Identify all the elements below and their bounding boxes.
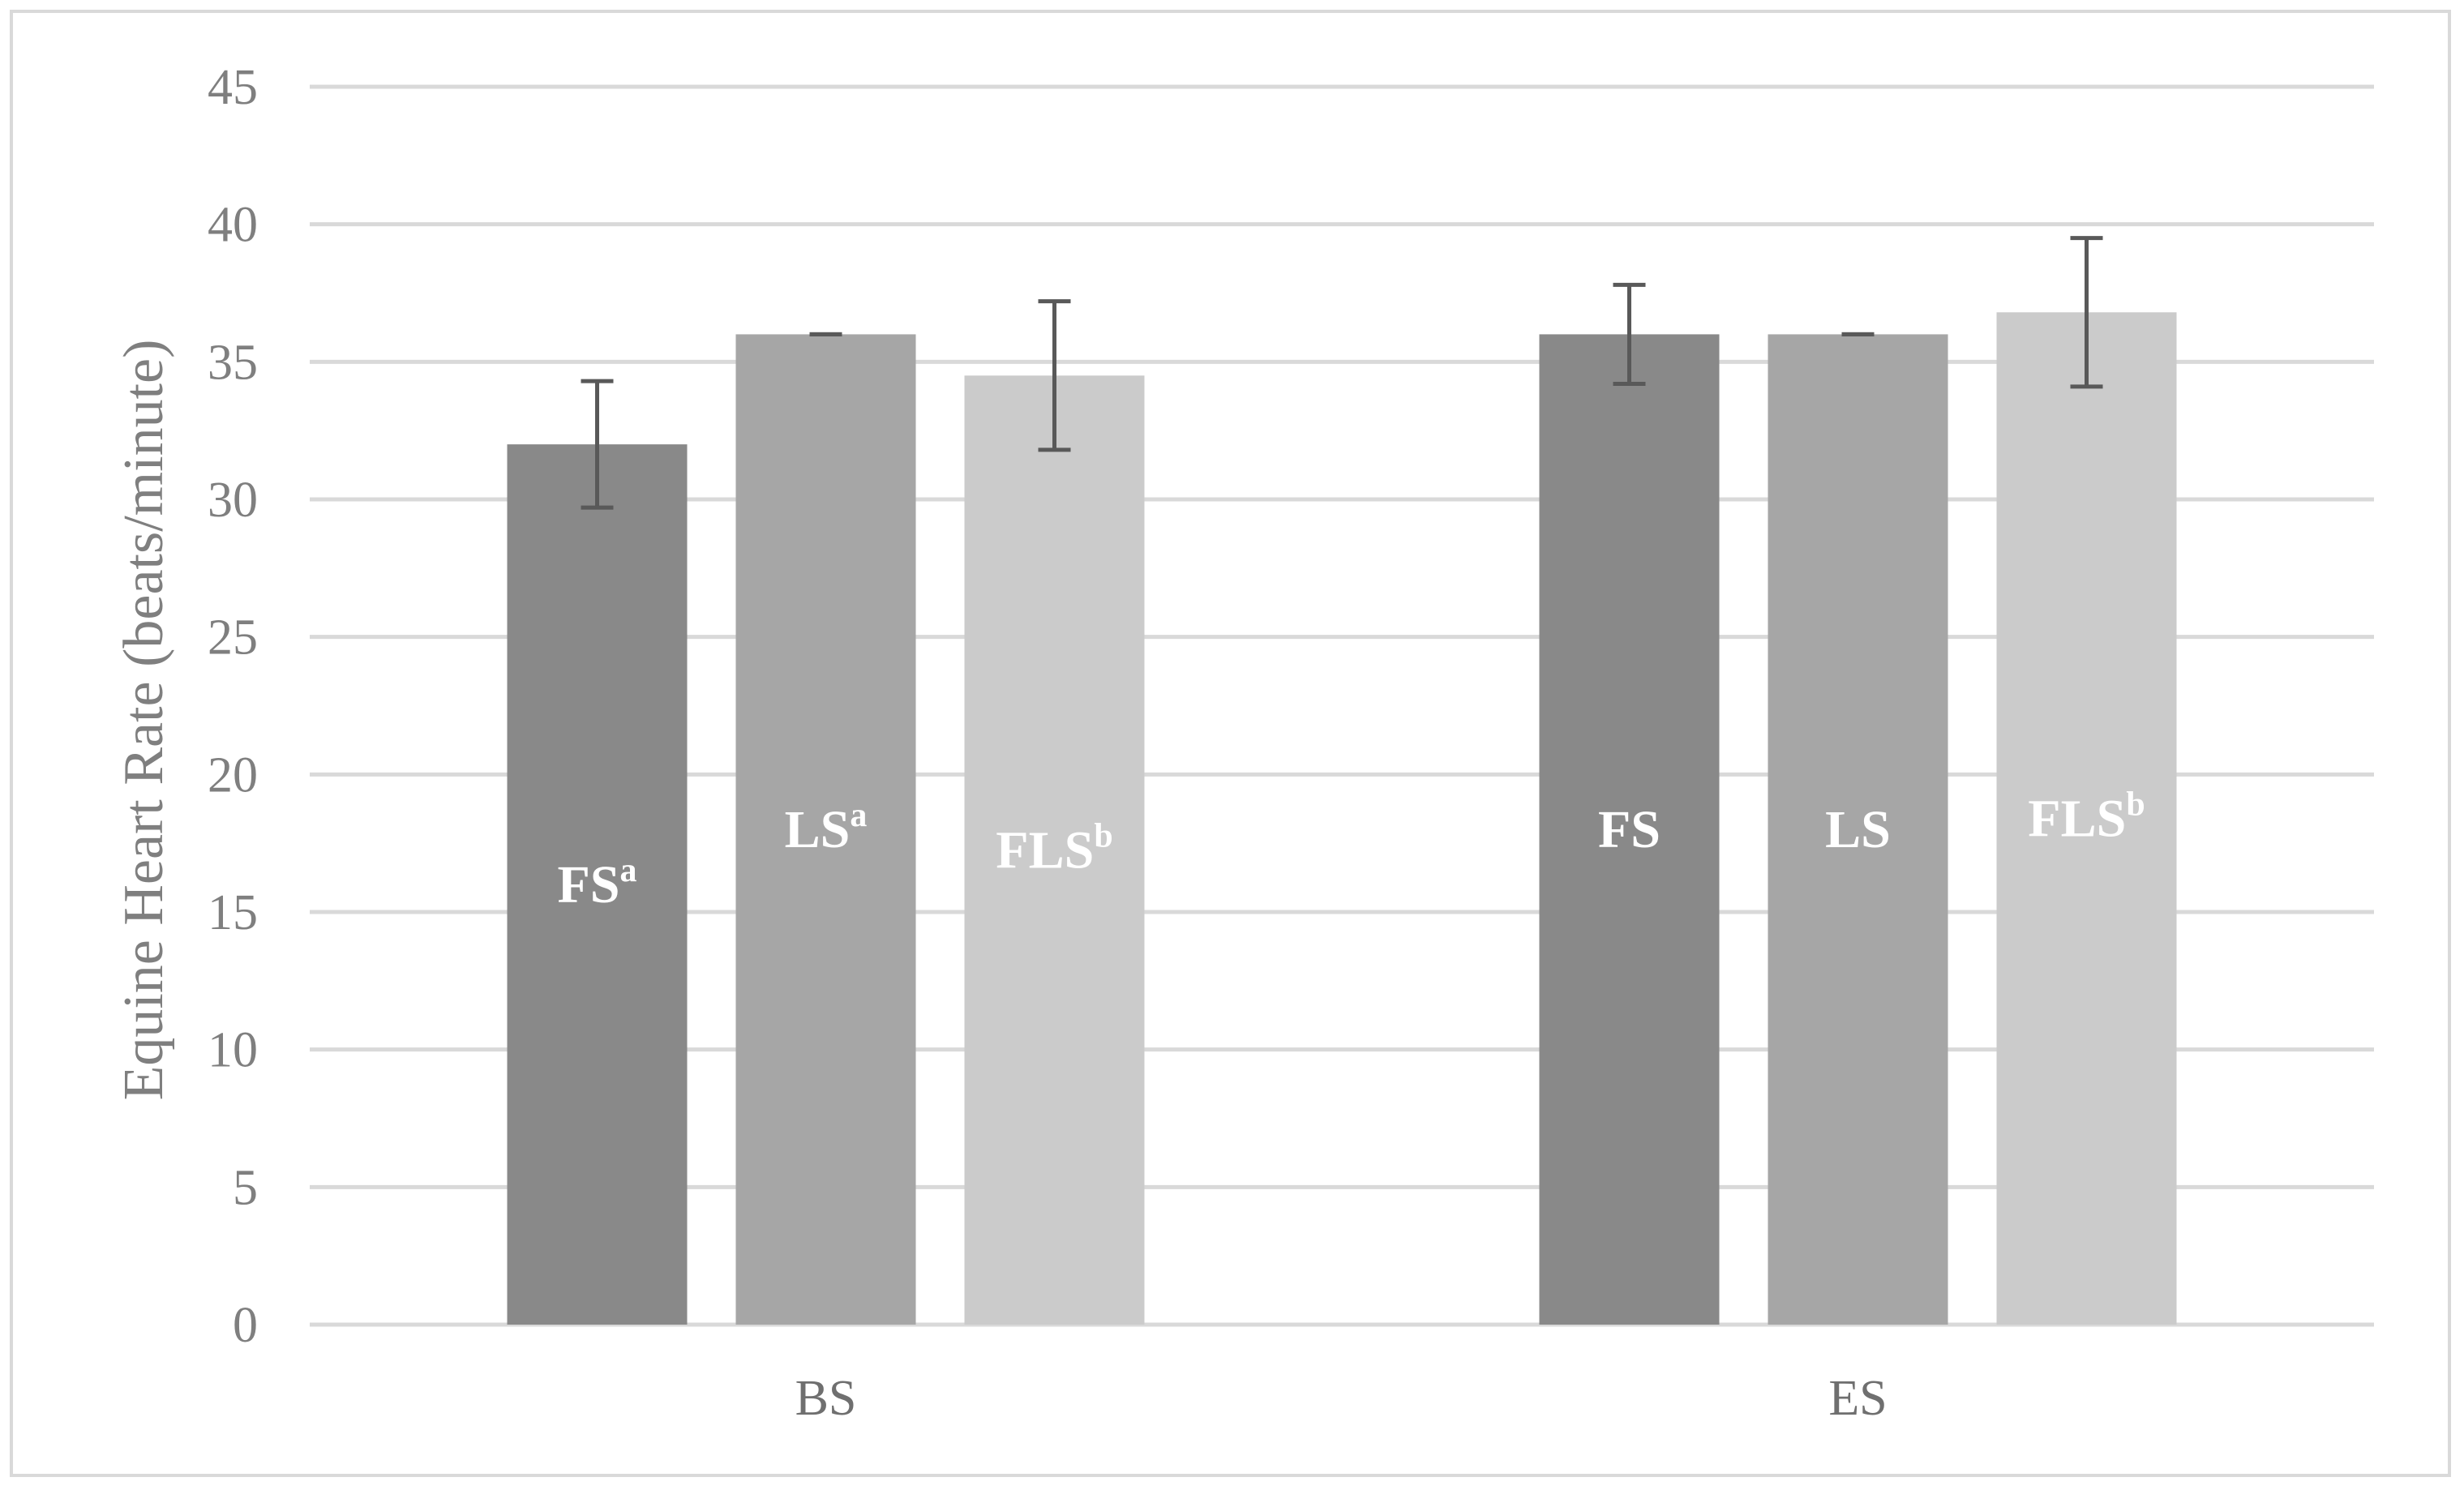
bar-label: FLSb <box>2028 786 2145 849</box>
x-category-label: ES <box>1828 1371 1887 1426</box>
bar-labels: FSa LSa FLSb FS LS FLSb <box>557 786 2145 914</box>
bar <box>507 444 688 1325</box>
y-tick-label: 25 <box>208 610 258 666</box>
bar <box>1768 334 1948 1325</box>
y-axis-ticks: 0 5 10 15 20 25 30 35 40 45 <box>208 60 258 1353</box>
bar-label: FS <box>1598 800 1661 859</box>
y-tick-label: 35 <box>208 335 258 390</box>
bar-label: LS <box>1825 800 1891 859</box>
y-tick-label: 0 <box>233 1298 258 1353</box>
bar-label: FSa <box>557 852 636 914</box>
bar-label: FLSb <box>996 818 1112 880</box>
x-axis-categories: BS ES <box>795 1371 1888 1426</box>
y-tick-label: 45 <box>208 60 258 115</box>
bars <box>507 312 2177 1325</box>
y-tick-label: 30 <box>208 473 258 528</box>
bar <box>964 375 1145 1325</box>
x-category-label: BS <box>795 1371 857 1426</box>
bar-label: LSa <box>785 797 868 859</box>
error-bars <box>581 236 2103 510</box>
y-tick-label: 15 <box>208 885 258 940</box>
y-axis-title: Equine Heart Rate (beats/minute) <box>113 340 175 1101</box>
y-tick-label: 20 <box>208 747 258 803</box>
y-tick-label: 5 <box>233 1160 258 1215</box>
bar <box>1539 334 1720 1325</box>
y-tick-label: 40 <box>208 198 258 253</box>
bar <box>735 334 916 1325</box>
bar <box>1996 312 2177 1325</box>
y-tick-label: 10 <box>208 1023 258 1078</box>
